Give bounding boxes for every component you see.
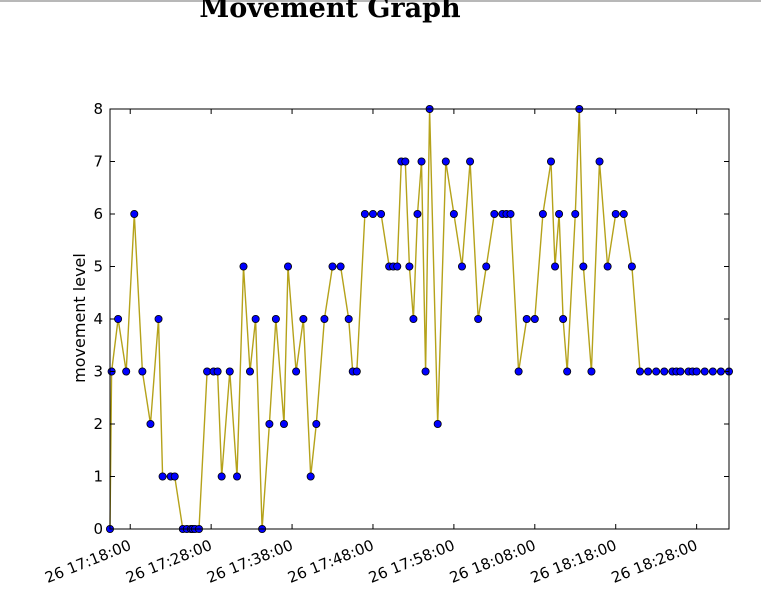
data-point xyxy=(635,367,644,376)
data-point xyxy=(441,157,450,166)
x-tick-label: 26 17:48:00 xyxy=(285,536,376,587)
data-point xyxy=(587,367,596,376)
data-point xyxy=(405,262,414,271)
data-point xyxy=(328,262,337,271)
data-point xyxy=(474,314,483,323)
y-tick-label: 8 xyxy=(93,100,103,118)
data-point xyxy=(490,209,499,218)
data-point xyxy=(538,209,547,218)
data-point xyxy=(114,314,123,323)
data-point xyxy=(579,262,588,271)
data-point xyxy=(530,314,539,323)
y-tick-label: 7 xyxy=(93,153,103,171)
data-point xyxy=(306,472,315,481)
data-point xyxy=(292,367,301,376)
y-tick-label: 1 xyxy=(93,468,103,486)
data-point xyxy=(299,314,308,323)
data-point xyxy=(245,367,254,376)
y-tick-label: 3 xyxy=(93,363,103,381)
data-point xyxy=(138,367,147,376)
data-point xyxy=(336,262,345,271)
data-point xyxy=(514,367,523,376)
data-point xyxy=(449,209,458,218)
plot-area xyxy=(106,105,734,534)
y-tick-label: 4 xyxy=(93,310,103,328)
data-point xyxy=(595,157,604,166)
data-point xyxy=(320,314,329,323)
data-point xyxy=(154,314,163,323)
data-point xyxy=(457,262,466,271)
data-point xyxy=(265,419,274,428)
x-tick-label: 26 17:18:00 xyxy=(42,536,133,587)
data-point xyxy=(506,209,515,218)
data-point xyxy=(546,157,555,166)
data-point xyxy=(660,367,669,376)
data-point xyxy=(401,157,410,166)
data-point xyxy=(611,209,620,218)
data-point xyxy=(627,262,636,271)
x-tick-label: 26 17:58:00 xyxy=(366,536,457,587)
window-top-border xyxy=(0,0,761,2)
data-point xyxy=(284,262,293,271)
data-point xyxy=(716,367,725,376)
data-point xyxy=(644,367,653,376)
y-tick-label: 5 xyxy=(93,258,103,276)
data-point xyxy=(170,472,179,481)
data-point xyxy=(344,314,353,323)
data-point xyxy=(360,209,369,218)
data-point xyxy=(555,209,564,218)
x-tick-label: 26 17:38:00 xyxy=(204,536,295,587)
data-point xyxy=(522,314,531,323)
data-point xyxy=(352,367,361,376)
data-point xyxy=(239,262,248,271)
data-point xyxy=(146,419,155,428)
data-point xyxy=(559,314,568,323)
data-point xyxy=(603,262,612,271)
x-tick-label: 26 18:28:00 xyxy=(609,536,700,587)
data-point xyxy=(217,472,226,481)
data-point xyxy=(551,262,560,271)
data-point xyxy=(409,314,418,323)
data-point xyxy=(619,209,628,218)
data-point xyxy=(158,472,167,481)
data-point xyxy=(393,262,402,271)
data-point xyxy=(271,314,280,323)
chart-title: Movement Graph xyxy=(199,0,461,24)
data-point xyxy=(213,367,222,376)
data-point xyxy=(413,209,422,218)
data-point xyxy=(466,157,475,166)
data-point xyxy=(312,419,321,428)
y-tick-label: 0 xyxy=(93,520,103,538)
data-point xyxy=(368,209,377,218)
data-point xyxy=(708,367,717,376)
series-line xyxy=(109,108,729,530)
x-tick-label: 26 18:18:00 xyxy=(528,536,619,587)
data-point xyxy=(130,209,139,218)
x-tick-label: 26 18:08:00 xyxy=(447,536,538,587)
data-point xyxy=(233,472,242,481)
y-tick-label: 6 xyxy=(93,205,103,223)
data-point xyxy=(652,367,661,376)
data-point xyxy=(563,367,572,376)
data-point xyxy=(251,314,260,323)
data-point xyxy=(700,367,709,376)
data-point xyxy=(482,262,491,271)
data-point xyxy=(433,419,442,428)
data-point xyxy=(421,367,430,376)
data-point xyxy=(676,367,685,376)
data-point xyxy=(225,367,234,376)
data-point xyxy=(377,209,386,218)
data-point xyxy=(122,367,131,376)
y-tick-label: 2 xyxy=(93,415,103,433)
data-point xyxy=(692,367,701,376)
data-point xyxy=(571,209,580,218)
x-tick-label: 26 17:28:00 xyxy=(123,536,214,587)
data-point xyxy=(417,157,426,166)
y-axis-label: movement level xyxy=(70,253,89,383)
data-point xyxy=(279,419,288,428)
